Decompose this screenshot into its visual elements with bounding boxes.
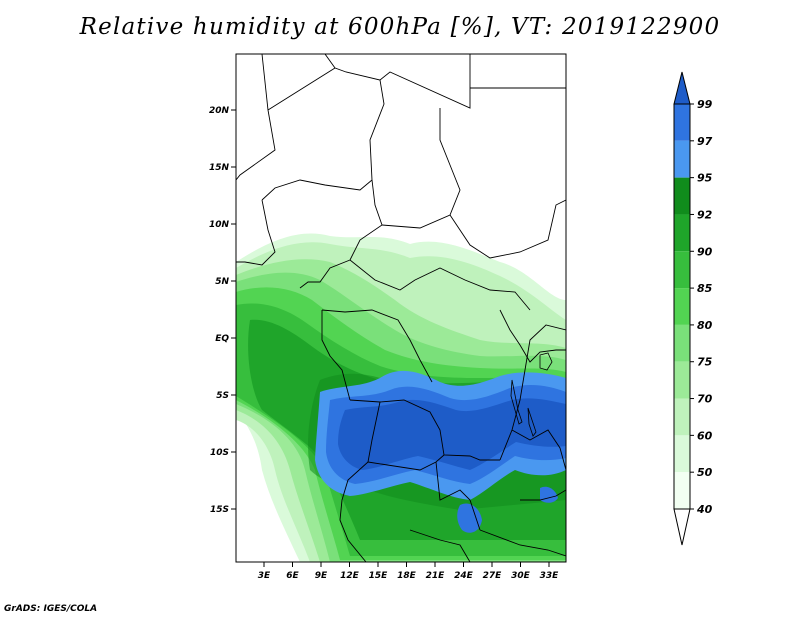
colorbar-label: 92 [697,208,713,221]
credit-label: GrADS: IGES/COLA [4,604,98,614]
colorbar-label: 70 [697,393,713,406]
lat-tick-label: 15N [209,163,230,173]
lon-tick-label: 6E [286,571,299,581]
colorbar-frame [673,103,691,510]
lat-tick-label: 5S [216,391,229,401]
colorbar-label: 99 [697,98,713,111]
colorbar-segment [674,177,690,215]
colorbar-segment [674,104,690,141]
chart-title: Relative humidity at 600hPa [%], VT: 201… [79,14,721,40]
colorbar-label: 60 [697,429,713,442]
humidity-field [236,233,566,562]
lat-tick-label: 10S [210,448,229,458]
lat-tick-label: 15S [210,505,229,515]
colorbar-segment [674,214,690,252]
lon-tick-label: 30E [511,571,531,581]
colorbar-label: 95 [697,172,713,185]
country-borders [236,54,566,562]
colorbar-label: 50 [697,466,713,479]
colorbar-segment [674,324,690,362]
lat-tick-label: 5N [215,277,229,287]
colorbar-segment [674,472,690,509]
lat-tick-label: 10N [209,220,230,230]
colorbar-segment [674,251,690,289]
longitude-axis: 3E 6E 9E 12E 15E 18E 21E 24E 27E 30E 33E [258,562,559,581]
lakes [510,352,553,437]
lon-tick-label: 12E [340,571,360,581]
colorbar-label: 75 [697,356,713,369]
colorbar-label: 97 [697,135,713,148]
colorbar-segment [674,288,690,325]
colorbar-segment [674,140,690,178]
colorbar-segment [674,361,690,399]
map-frame [235,53,567,563]
lat-tick-label: 20N [209,106,230,116]
lon-tick-label: 15E [369,571,389,581]
lon-tick-label: 24E [454,571,474,581]
latitude-axis: 20N 15N 10N 5N EQ 5S 10S 15S [209,106,236,515]
lon-tick-label: 3E [258,571,271,581]
colorbar-arrow-bottom [673,508,691,546]
colorbar: 99 97 95 92 90 85 80 75 70 60 50 40 [673,71,713,546]
lon-tick-label: 9E [315,571,328,581]
lon-tick-label: 33E [540,571,560,581]
colorbar-segment [674,398,690,436]
lon-tick-label: 21E [426,571,446,581]
colorbar-label: 80 [697,319,713,332]
colorbar-label: 85 [697,282,713,295]
colorbar-label: 40 [696,503,713,516]
lat-tick-label: EQ [215,334,229,344]
colorbar-arrow-top [673,71,691,105]
lon-tick-label: 27E [483,571,503,581]
lon-tick-label: 18E [397,571,417,581]
colorbar-label: 90 [697,245,713,258]
colorbar-segment [674,435,690,473]
